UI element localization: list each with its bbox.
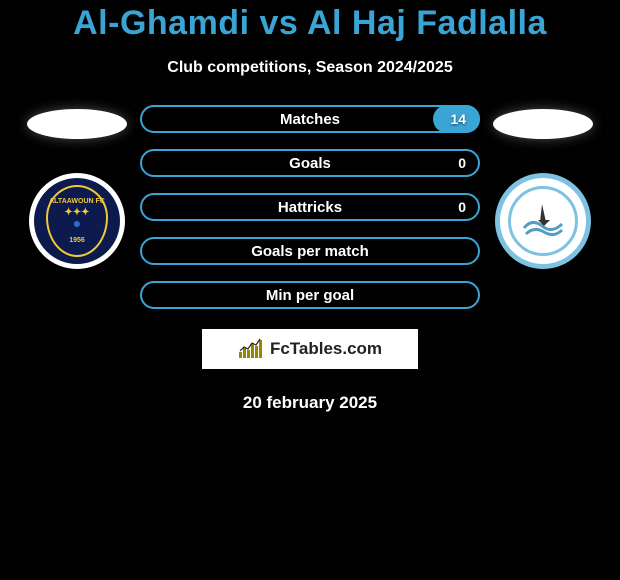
stat-bar: Min per goal — [140, 281, 480, 309]
stats-column: Matches 14 Goals 0 Hattricks 0 Goals per match… — [140, 105, 480, 309]
stat-label: Goals — [289, 155, 331, 172]
stat-value-right: 14 — [450, 111, 466, 127]
page-subtitle: Club competitions, Season 2024/2025 — [167, 59, 452, 77]
stat-value-right: 0 — [458, 199, 466, 215]
stat-bar: Goals 0 — [140, 149, 480, 177]
stat-label: Min per goal — [266, 287, 354, 304]
stat-bar: Hattricks 0 — [140, 193, 480, 221]
club-left-label-top: ALTAAWOUN FC — [49, 198, 105, 205]
stat-label: Matches — [280, 111, 340, 128]
stat-bar: Matches 14 — [140, 105, 480, 133]
stat-bar: Goals per match — [140, 237, 480, 265]
club-crest-left: ALTAAWOUN FC 1956 — [46, 185, 108, 257]
player-right-column — [488, 105, 598, 269]
infographic-root: Al-Ghamdi vs Al Haj Fadlalla Club compet… — [0, 0, 620, 413]
stat-label: Hattricks — [278, 199, 342, 216]
content-row: ALTAAWOUN FC 1956 Matches14Goals0Hattric… — [0, 105, 620, 309]
stat-value-right: 0 — [458, 155, 466, 171]
player-left-club-badge: ALTAAWOUN FC 1956 — [29, 173, 125, 269]
stat-label: Goals per match — [251, 243, 369, 260]
player-right-club-badge — [495, 173, 591, 269]
page-title: Al-Ghamdi vs Al Haj Fadlalla — [73, 4, 547, 43]
source-logo: FcTables.com — [202, 329, 418, 369]
player-left-column: ALTAAWOUN FC 1956 — [22, 105, 132, 269]
club-right-wave-icon — [520, 198, 566, 244]
club-crest-right — [508, 186, 578, 256]
footer-date: 20 february 2025 — [243, 393, 377, 413]
source-logo-text: FcTables.com — [270, 339, 382, 359]
bar-chart-icon — [238, 338, 264, 360]
player-right-flag — [493, 109, 593, 139]
player-left-flag — [27, 109, 127, 139]
club-left-label-bottom: 1956 — [69, 237, 85, 244]
club-left-stars-icon — [63, 207, 91, 235]
